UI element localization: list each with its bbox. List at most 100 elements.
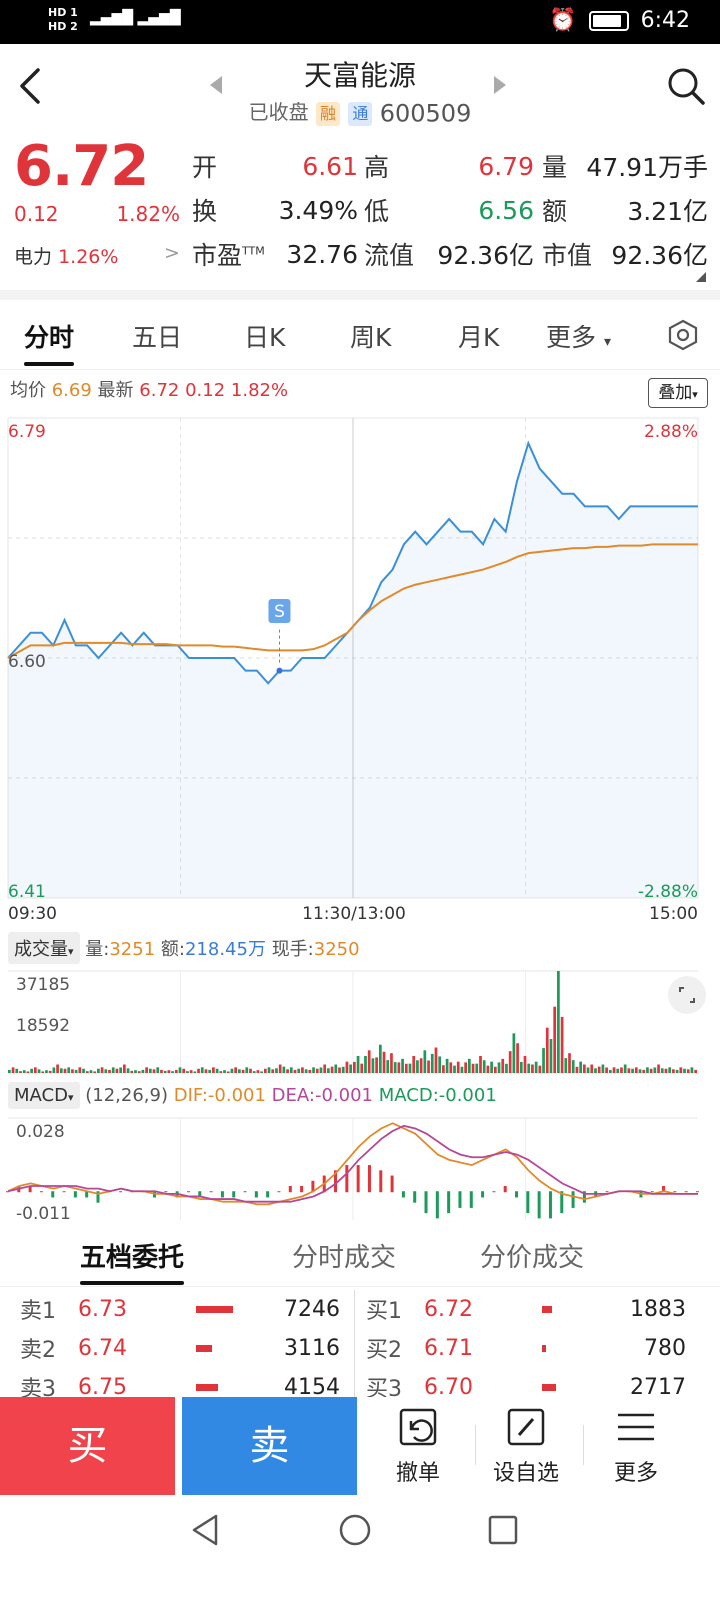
sell-order-row[interactable]: 卖2 6.74 3116: [20, 1335, 340, 1364]
order-qty-bar: [542, 1305, 552, 1313]
prev-stock-icon[interactable]: [210, 76, 222, 94]
volume-bar: [315, 1068, 319, 1073]
tab-monthly-k[interactable]: 月K: [458, 323, 500, 352]
volume-bar: [486, 1065, 490, 1073]
macd-histogram-bar: [6, 1191, 9, 1193]
volume-bar: [212, 1067, 215, 1073]
volume-bar: [334, 1064, 338, 1073]
settings-icon[interactable]: [666, 318, 700, 352]
volume-bar: [160, 1069, 163, 1073]
sell-order-row[interactable]: 卖1 6.73 7246: [20, 1296, 340, 1325]
tab-intraday-trades[interactable]: 分时成交: [292, 1243, 397, 1273]
macd-histogram-bar: [300, 1186, 304, 1193]
volume-bar: [323, 1064, 327, 1073]
cancel-order-button[interactable]: 撤单: [368, 1407, 468, 1487]
volume-bar: [527, 1063, 531, 1073]
volume-bar: [404, 1063, 408, 1073]
order-tabs: 五档委托 分时成交 分价成交: [0, 1225, 720, 1287]
volume-bar: [579, 1061, 582, 1073]
tab-intraday[interactable]: 分时: [24, 318, 75, 366]
volume-bar: [56, 1064, 59, 1073]
volume-bar: [52, 1067, 56, 1073]
order-qty-bar: [196, 1344, 213, 1352]
next-stock-icon[interactable]: [494, 76, 506, 94]
volume-bar: [97, 1068, 100, 1073]
undo-icon: [399, 1408, 437, 1446]
nav-back-icon[interactable]: [188, 1513, 222, 1547]
volume-bar: [482, 1060, 486, 1073]
volume-bar: [30, 1068, 33, 1073]
volume-bar: [197, 1068, 200, 1073]
volume-bar: [223, 1070, 226, 1073]
buy-button[interactable]: 买: [0, 1397, 175, 1495]
fullscreen-button[interactable]: [668, 976, 706, 1014]
tab-more[interactable]: 更多 ▾: [546, 323, 611, 352]
macd-histogram-bar: [503, 1186, 507, 1193]
turnover-rate: 3.49%: [278, 195, 358, 225]
macd-histogram-bar: [413, 1191, 417, 1203]
expand-quote-icon[interactable]: [696, 272, 706, 282]
volume-bar: [119, 1067, 122, 1073]
volume-bar: [171, 1071, 174, 1073]
volume-bar: [397, 1062, 401, 1073]
open-price: 6.61: [302, 151, 358, 181]
volume-bar: [275, 1068, 278, 1073]
volume-bar: [137, 1071, 141, 1073]
volume-bar: [675, 1069, 679, 1073]
volume-bar: [22, 1070, 26, 1073]
x-label-close: 15:00: [649, 904, 698, 924]
back-icon[interactable]: [14, 66, 48, 106]
tab-weekly-k[interactable]: 周K: [350, 323, 392, 352]
nav-home-icon[interactable]: [338, 1513, 372, 1547]
buy-order-row[interactable]: 买2 6.71 780: [366, 1335, 686, 1364]
macd-label-top: 0.028: [16, 1122, 65, 1142]
tab-five-levels[interactable]: 五档委托: [80, 1237, 185, 1285]
volume-bar: [204, 1069, 208, 1073]
macd-histogram-bar: [96, 1191, 100, 1203]
alarm-icon: ⏰: [549, 8, 577, 33]
overlay-button[interactable]: 叠加▾: [648, 378, 708, 408]
tab-price-trades[interactable]: 分价成交: [480, 1243, 585, 1273]
volume-bar: [371, 1058, 375, 1073]
volume-bar: [63, 1068, 67, 1073]
tab-five-day[interactable]: 五日: [132, 323, 183, 352]
buy-order-row[interactable]: 买3 6.70 2717: [366, 1374, 686, 1399]
macd-histogram-bar: [198, 1191, 202, 1198]
volume-bar: [330, 1066, 334, 1073]
nav-recents-icon[interactable]: [488, 1515, 518, 1545]
sell-order-row[interactable]: 卖3 6.75 4154: [20, 1374, 340, 1399]
signal-marker-badge: [268, 599, 291, 623]
y-label-bottom-pct: -2.88%: [638, 882, 698, 902]
signal-marker-dot: [276, 667, 283, 674]
volume-bar: [508, 1051, 512, 1073]
add-watchlist-button[interactable]: 设自选: [476, 1407, 576, 1487]
volume-bar: [71, 1069, 74, 1073]
macd-histogram-bar: [582, 1191, 586, 1203]
volume-bar: [597, 1066, 601, 1073]
volume-bar: [616, 1068, 620, 1073]
macd-chart: 0.028 -0.011: [6, 1117, 699, 1224]
volume-bar: [15, 1068, 19, 1073]
sell-button[interactable]: 卖: [182, 1397, 357, 1495]
volume-selector[interactable]: 成交量▾: [8, 932, 80, 964]
order-qty-bar: [542, 1383, 557, 1391]
volume-bar: [249, 1068, 252, 1073]
divider: [0, 290, 720, 300]
volume-bar: [590, 1064, 594, 1073]
volume-bar: [33, 1067, 37, 1073]
tab-daily-k[interactable]: 日K: [244, 323, 286, 352]
volume-bar: [208, 1069, 212, 1073]
macd-histogram-bar: [469, 1191, 473, 1208]
intraday-chart[interactable]: S 6.79 6.60 6.41 2.88% -2.88% 09:30 11:30/13:00…: [0, 415, 720, 925]
search-icon[interactable]: [666, 66, 706, 106]
volume-header: 成交量▾ 量:3251 额:218.45万 现手:3250: [8, 932, 360, 964]
volume-bar: [293, 1069, 297, 1073]
volume-bar: [37, 1069, 41, 1073]
more-button[interactable]: 更多: [586, 1407, 686, 1487]
battery-icon: [588, 10, 629, 31]
volume-bar: [234, 1067, 237, 1073]
buy-order-row[interactable]: 买1 6.72 1883: [366, 1296, 686, 1325]
volume-bar: [104, 1069, 108, 1073]
sector-link[interactable]: 电力 1.26% >: [14, 242, 180, 268]
macd-selector[interactable]: MACD▾: [8, 1082, 80, 1109]
